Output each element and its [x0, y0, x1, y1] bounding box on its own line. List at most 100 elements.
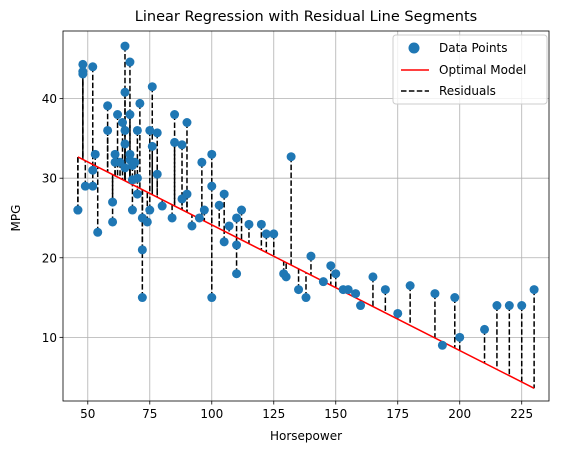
y-tick-label: 10 — [42, 331, 57, 345]
x-axis-label: Horsepower — [270, 429, 342, 443]
data-point — [88, 181, 98, 191]
data-point — [145, 125, 155, 135]
axes: 50 75 100 125 150 175 200 225 10 20 30 40 — [42, 30, 550, 421]
data-point — [393, 308, 403, 318]
data-point — [504, 301, 514, 311]
data-point — [88, 165, 98, 175]
data-point — [182, 118, 192, 128]
data-point — [286, 152, 296, 162]
data-point — [152, 128, 162, 138]
x-tick-label: 50 — [80, 407, 95, 421]
data-point — [130, 157, 140, 167]
legend-label-data-points: Data Points — [439, 41, 508, 55]
data-point — [152, 169, 162, 179]
data-point — [80, 181, 90, 191]
legend-marker-data-points — [408, 42, 420, 54]
y-axis-label: MPG — [9, 205, 23, 232]
data-point — [207, 181, 217, 191]
x-tick-label: 75 — [142, 407, 157, 421]
data-point — [135, 98, 145, 108]
data-point — [351, 289, 361, 299]
data-point — [103, 125, 113, 135]
y-tick-label: 20 — [42, 251, 57, 265]
data-point — [78, 69, 88, 79]
residuals-group — [77, 46, 535, 389]
data-point — [103, 101, 113, 111]
x-tick-label: 100 — [200, 407, 223, 421]
data-point — [207, 293, 217, 303]
data-point — [177, 140, 187, 150]
data-point — [73, 205, 83, 215]
data-point — [142, 217, 152, 227]
data-point — [120, 125, 130, 135]
x-tick-label: 150 — [324, 407, 347, 421]
data-point — [120, 41, 130, 51]
data-point — [232, 213, 242, 223]
data-point — [261, 229, 271, 239]
data-point — [405, 281, 415, 291]
y-tick-label: 30 — [42, 172, 57, 186]
x-tick-label: 175 — [386, 407, 409, 421]
data-point — [232, 269, 242, 279]
data-point — [219, 237, 229, 247]
data-point — [301, 293, 311, 303]
y-tick-label: 40 — [42, 92, 57, 106]
data-point — [132, 189, 142, 199]
data-point — [187, 221, 197, 231]
data-point — [108, 217, 118, 227]
x-tick-label: 200 — [448, 407, 471, 421]
data-point — [113, 110, 123, 120]
data-point — [244, 219, 254, 229]
data-point — [120, 87, 130, 97]
data-point — [167, 213, 177, 223]
data-point — [343, 285, 353, 295]
data-point — [232, 240, 242, 250]
chart-title: Linear Regression with Residual Line Seg… — [135, 9, 477, 25]
data-point — [529, 285, 539, 295]
plot-frame — [62, 30, 550, 402]
data-point — [145, 205, 155, 215]
data-point — [110, 149, 120, 159]
data-point — [430, 289, 440, 299]
data-point — [137, 245, 147, 255]
data-point — [120, 139, 130, 149]
data-point — [214, 200, 224, 210]
data-point — [269, 229, 279, 239]
data-point — [194, 213, 204, 223]
data-point — [224, 221, 234, 231]
data-point — [281, 272, 291, 282]
data-point — [256, 219, 266, 229]
data-point — [326, 261, 336, 271]
legend-box — [392, 34, 548, 105]
data-point — [306, 251, 316, 261]
data-point — [93, 227, 103, 237]
data-point — [199, 205, 209, 215]
data-point — [380, 285, 390, 295]
optimal-model-line — [77, 156, 535, 389]
x-tick-label: 125 — [262, 407, 285, 421]
data-point — [368, 272, 378, 282]
data-point — [132, 125, 142, 135]
data-point — [331, 269, 341, 279]
data-point — [237, 205, 247, 215]
data-point — [197, 157, 207, 167]
data-point — [182, 189, 192, 199]
data-point — [450, 293, 460, 303]
model-line-group — [77, 156, 535, 389]
x-tick-label: 225 — [510, 407, 533, 421]
data-point — [127, 205, 137, 215]
data-point — [437, 340, 447, 350]
data-points-group — [73, 41, 539, 350]
legend: Data Points Optimal Model Residuals — [392, 34, 548, 105]
data-point — [157, 201, 167, 211]
data-point — [455, 332, 465, 342]
data-point — [90, 149, 100, 159]
data-point — [318, 277, 328, 287]
data-point — [125, 57, 135, 67]
data-point — [170, 137, 180, 147]
data-point — [356, 301, 366, 311]
data-point — [170, 110, 180, 120]
data-point — [118, 118, 128, 128]
data-point — [219, 189, 229, 199]
data-point — [294, 285, 304, 295]
